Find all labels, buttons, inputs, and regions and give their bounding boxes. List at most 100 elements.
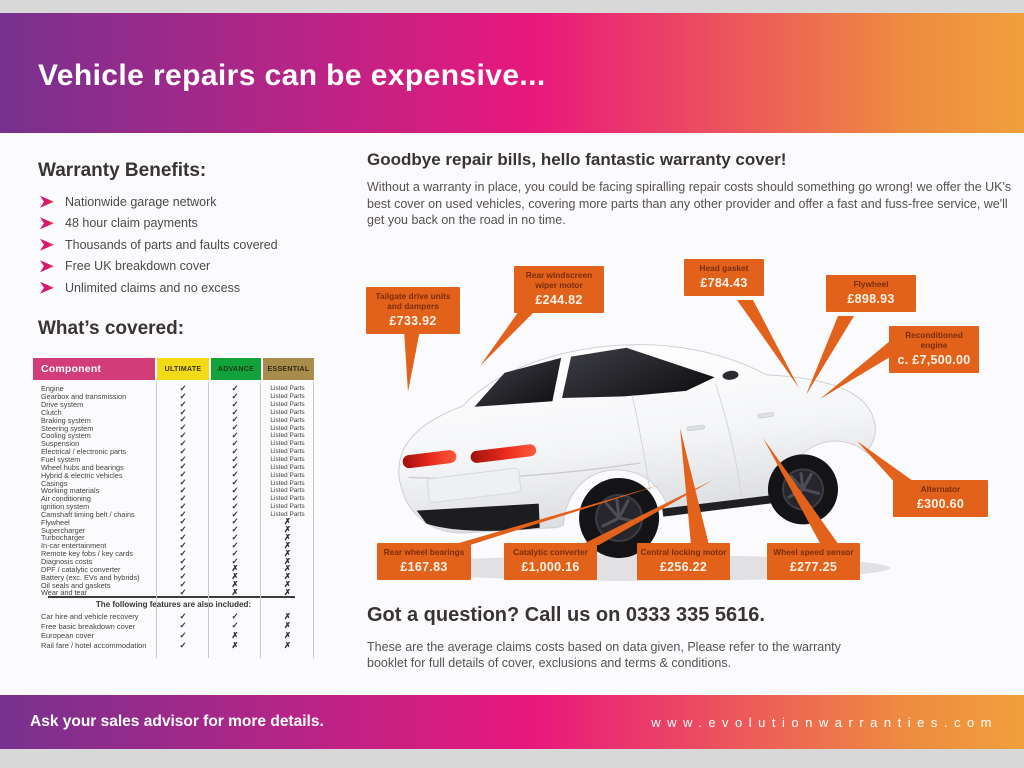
coverage-mark: ✓	[231, 479, 239, 487]
benefit-item: 48 hour claim payments	[40, 213, 278, 235]
coverage-mark: ✓	[179, 612, 187, 621]
component-name: Suspension	[41, 439, 80, 449]
component-name: Free basic breakdown cover	[41, 621, 136, 631]
table-row: Flywheel ✓ ✓ ✗	[33, 518, 314, 527]
coverage-mark: ✓	[231, 432, 239, 440]
table-row: Braking system ✓ ✓ Listed Parts	[33, 416, 314, 425]
coverage-mark: ✓	[231, 471, 239, 480]
table-row: Car hire and vehicle recovery ✓ ✓ ✗	[33, 612, 314, 622]
table-row: Hybrid & electric vehicles ✓ ✓ Listed Parts	[33, 470, 314, 480]
table-row: European cover ✓ ✗ ✗	[33, 631, 314, 641]
benefit-label: Unlimited claims and no excess	[65, 280, 241, 295]
contact-disclaimer: These are the average claims costs based…	[367, 640, 841, 671]
benefit-label: Thousands of parts and faults covered	[65, 237, 278, 252]
table-row: Camshaft timing belt / chains ✓ ✓ Listed Pa…	[33, 510, 314, 519]
coverage-mark: ✓	[231, 424, 239, 433]
coverage-mark: ✓	[179, 479, 187, 487]
coverage-mark: ✓	[231, 447, 239, 456]
coverage-mark: Listed Parts	[270, 401, 305, 409]
component-name: In-car entertainment	[41, 541, 107, 551]
benefit-item: Unlimited claims and no excess	[40, 277, 278, 299]
table-row: Working materials ✓ ✓ Listed Parts	[33, 486, 314, 496]
car-image	[398, 344, 890, 581]
coverage-mark: ✓	[179, 573, 187, 582]
extra-features-heading: The following features are also included…	[95, 600, 252, 609]
coverage-mark: Listed Parts	[270, 432, 305, 440]
footer-banner: Ask your sales advisor for more details.…	[0, 695, 1024, 749]
coverage-mark: ✓	[179, 432, 187, 440]
footer-message: Ask your sales advisor for more details.	[30, 713, 324, 730]
coverage-mark: ✓	[231, 612, 239, 621]
coverage-mark: ✓	[179, 581, 187, 589]
coverage-mark: ✓	[179, 518, 187, 527]
coverage-mark: ✓	[179, 534, 187, 542]
coverage-mark: ✓	[179, 565, 187, 574]
coverage-mark: Listed Parts	[270, 495, 305, 503]
coverage-mark: ✓	[179, 486, 187, 495]
table-row: Supercharger ✓ ✓ ✗	[33, 525, 314, 535]
coverage-mark: ✓	[231, 518, 239, 527]
component-name: Casings	[41, 478, 68, 488]
coverage-mark: ✓	[179, 400, 187, 409]
coverage-mark: ✓	[231, 400, 239, 409]
table-row: Free basic breakdown cover ✓ ✓ ✗	[33, 622, 314, 632]
coverage-mark: ✓	[179, 416, 187, 425]
column-header-component: Component	[33, 358, 155, 380]
table-row: Casings ✓ ✓ Listed Parts	[33, 478, 314, 488]
table-row: Fuel system ✓ ✓ Listed Parts	[33, 455, 314, 464]
footer-website: www.evolutionwarranties.com	[651, 714, 998, 730]
table-row: Remote key fobs / key cards ✓ ✓ ✗	[33, 549, 314, 558]
promo-heading: Goodbye repair bills, hello fantastic wa…	[367, 150, 787, 169]
table-row: In-car entertainment ✓ ✓ ✗	[33, 541, 314, 551]
component-name: Turbocharger	[41, 533, 85, 543]
benefits-list: Nationwide garage network 48 hour claim p…	[40, 191, 278, 299]
coverage-mark: ✓	[179, 385, 187, 393]
coverage-mark: ✓	[231, 463, 239, 472]
column-header-ultimate: ULTIMATE	[157, 358, 209, 380]
column-header-essential: ESSENTIAL	[263, 358, 314, 380]
coverage-mark: Listed Parts	[270, 448, 305, 456]
header-banner: Vehicle repairs can be expensive...	[0, 13, 1024, 133]
coverage-mark: ✓	[179, 494, 187, 503]
promo-body: Without a warranty in place, you could b…	[367, 180, 1012, 227]
table-row: Wear and tear ✓ ✗ ✗	[33, 588, 314, 597]
coverage-mark: ✓	[179, 424, 187, 433]
component-name: Hybrid & electric vehicles	[41, 470, 123, 480]
table-row: Cooling system ✓ ✓ Listed Parts	[33, 431, 314, 440]
coverage-table: Component ULTIMATE ADVANCE ESSENTIAL Eng…	[33, 358, 314, 660]
coverage-mark: ✓	[179, 622, 187, 631]
coverage-mark: ✓	[231, 534, 239, 542]
coverage-mark: ✓	[179, 541, 187, 550]
table-row: Gearbox and transmission ✓ ✓ Listed Parts	[33, 392, 314, 401]
coverage-mark: ✗	[231, 588, 239, 597]
table-row: Oil seals and gaskets ✓ ✗ ✗	[33, 581, 314, 590]
component-name: Steering system	[41, 423, 94, 433]
arrow-icon	[40, 195, 54, 208]
component-name: ignition system	[41, 502, 90, 512]
table-row: DPF / catalytic converter ✓ ✗ ✗	[33, 565, 314, 574]
coverage-mark: ✗	[283, 641, 292, 650]
covered-heading: What’s covered:	[38, 318, 185, 339]
arrow-icon	[40, 217, 54, 230]
column-header-advance: ADVANCE	[211, 358, 261, 380]
component-name: Battery (exc. EVs and hybrids)	[41, 572, 140, 582]
coverage-mark: ✓	[179, 455, 187, 464]
coverage-mark: ✓	[231, 385, 239, 393]
column-divider	[156, 382, 157, 658]
coverage-rows: Engine ✓ ✓ Listed Parts Gearbox and transmis…	[33, 384, 314, 597]
coverage-mark: ✗	[283, 565, 292, 574]
benefit-label: Nationwide garage network	[65, 194, 217, 209]
table-row: Steering system ✓ ✓ Listed Parts	[33, 423, 314, 433]
component-name: Diagnosis costs	[41, 556, 93, 566]
coverage-mark: ✓	[179, 632, 187, 640]
arrow-icon	[40, 281, 54, 294]
component-name: Air conditioning	[41, 494, 91, 504]
coverage-mark: ✗	[283, 541, 292, 550]
benefit-item: Free UK breakdown cover	[40, 256, 278, 278]
coverage-mark: Listed Parts	[270, 416, 305, 424]
component-name: Supercharger	[41, 525, 86, 535]
coverage-mark: ✓	[231, 416, 239, 425]
coverage-mark: ✓	[179, 439, 187, 448]
component-name: Working materials	[41, 486, 100, 496]
coverage-mark: ✗	[283, 573, 292, 582]
